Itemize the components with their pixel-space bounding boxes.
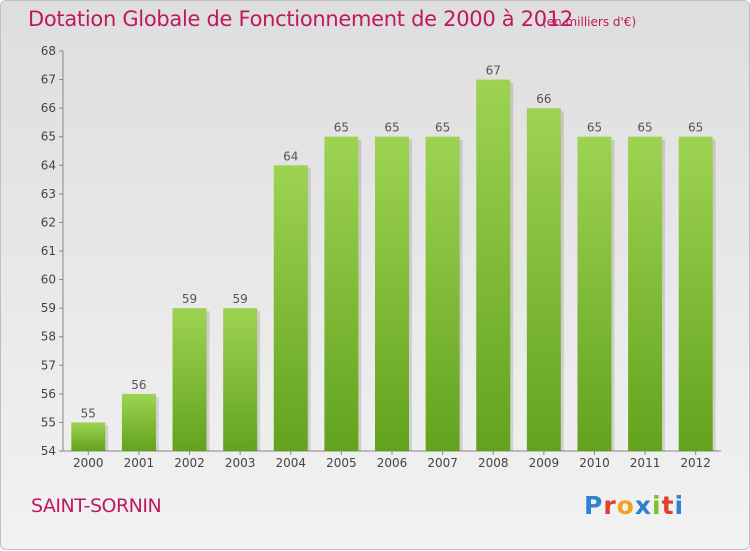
y-tick-label: 68 [41,44,56,58]
data-label: 65 [637,121,652,135]
data-label: 65 [384,121,399,135]
x-tick-label: 2010 [579,456,610,470]
logo-letter: t [661,491,675,520]
logo-letter: i [652,491,662,520]
x-tick-label: 2001 [124,456,155,470]
y-tick-label: 57 [41,358,56,372]
y-tick-label: 66 [41,101,56,115]
x-tick-label: 2002 [174,456,205,470]
data-label: 59 [233,292,248,306]
data-label: 67 [486,64,501,78]
bar [223,308,258,451]
x-tick-label: 2011 [630,456,661,470]
data-label: 64 [283,149,298,163]
x-tick-label: 2005 [326,456,357,470]
data-label: 59 [182,292,197,306]
x-tick-label: 2000 [73,456,104,470]
data-label: 65 [688,121,703,135]
bar [121,393,156,451]
y-tick-label: 58 [41,330,56,344]
logo-letter: o [616,491,635,520]
bar [678,136,713,451]
bar [375,136,409,451]
x-tick-label: 2004 [275,456,306,470]
chart-title: Dotation Globale de Fonctionnement de 20… [28,7,573,31]
y-tick-label: 56 [41,387,56,401]
logo-letter: P [584,491,604,520]
bar [476,79,511,452]
bar [273,165,308,452]
y-tick-label: 60 [41,273,56,287]
y-tick-label: 54 [41,444,56,458]
data-label: 65 [334,121,349,135]
bar [71,422,106,451]
y-tick-label: 65 [41,130,56,144]
y-tick-label: 64 [41,158,56,172]
chart-subtitle: (en milliers d'€) [542,15,637,29]
data-label: 66 [536,92,551,106]
y-tick-label: 55 [41,415,56,429]
bar [324,136,359,451]
proxiti-logo: Proxiti [584,491,684,520]
data-label: 56 [131,378,146,392]
data-label: 65 [587,121,602,135]
x-tick-label: 2008 [478,456,509,470]
bar [425,136,460,451]
logo-letter: x [634,491,652,520]
commune-name: SAINT-SORNIN [31,495,162,517]
bar [628,136,663,451]
y-tick-label: 59 [41,301,56,315]
y-tick-label: 61 [41,244,56,258]
x-tick-label: 2009 [529,456,560,470]
logo-letter: i [674,491,685,520]
bar [577,136,612,451]
y-tick-label: 63 [41,187,56,201]
bar [172,308,207,451]
x-tick-label: 2006 [377,456,408,470]
logo-letter: r [603,491,617,520]
y-tick-label: 62 [41,215,56,229]
data-label: 55 [81,406,96,420]
x-tick-label: 2012 [680,456,711,470]
x-tick-label: 2007 [427,456,458,470]
data-label: 65 [435,121,450,135]
y-tick-label: 67 [41,73,56,87]
x-tick-label: 2003 [225,456,256,470]
bar [526,108,561,452]
